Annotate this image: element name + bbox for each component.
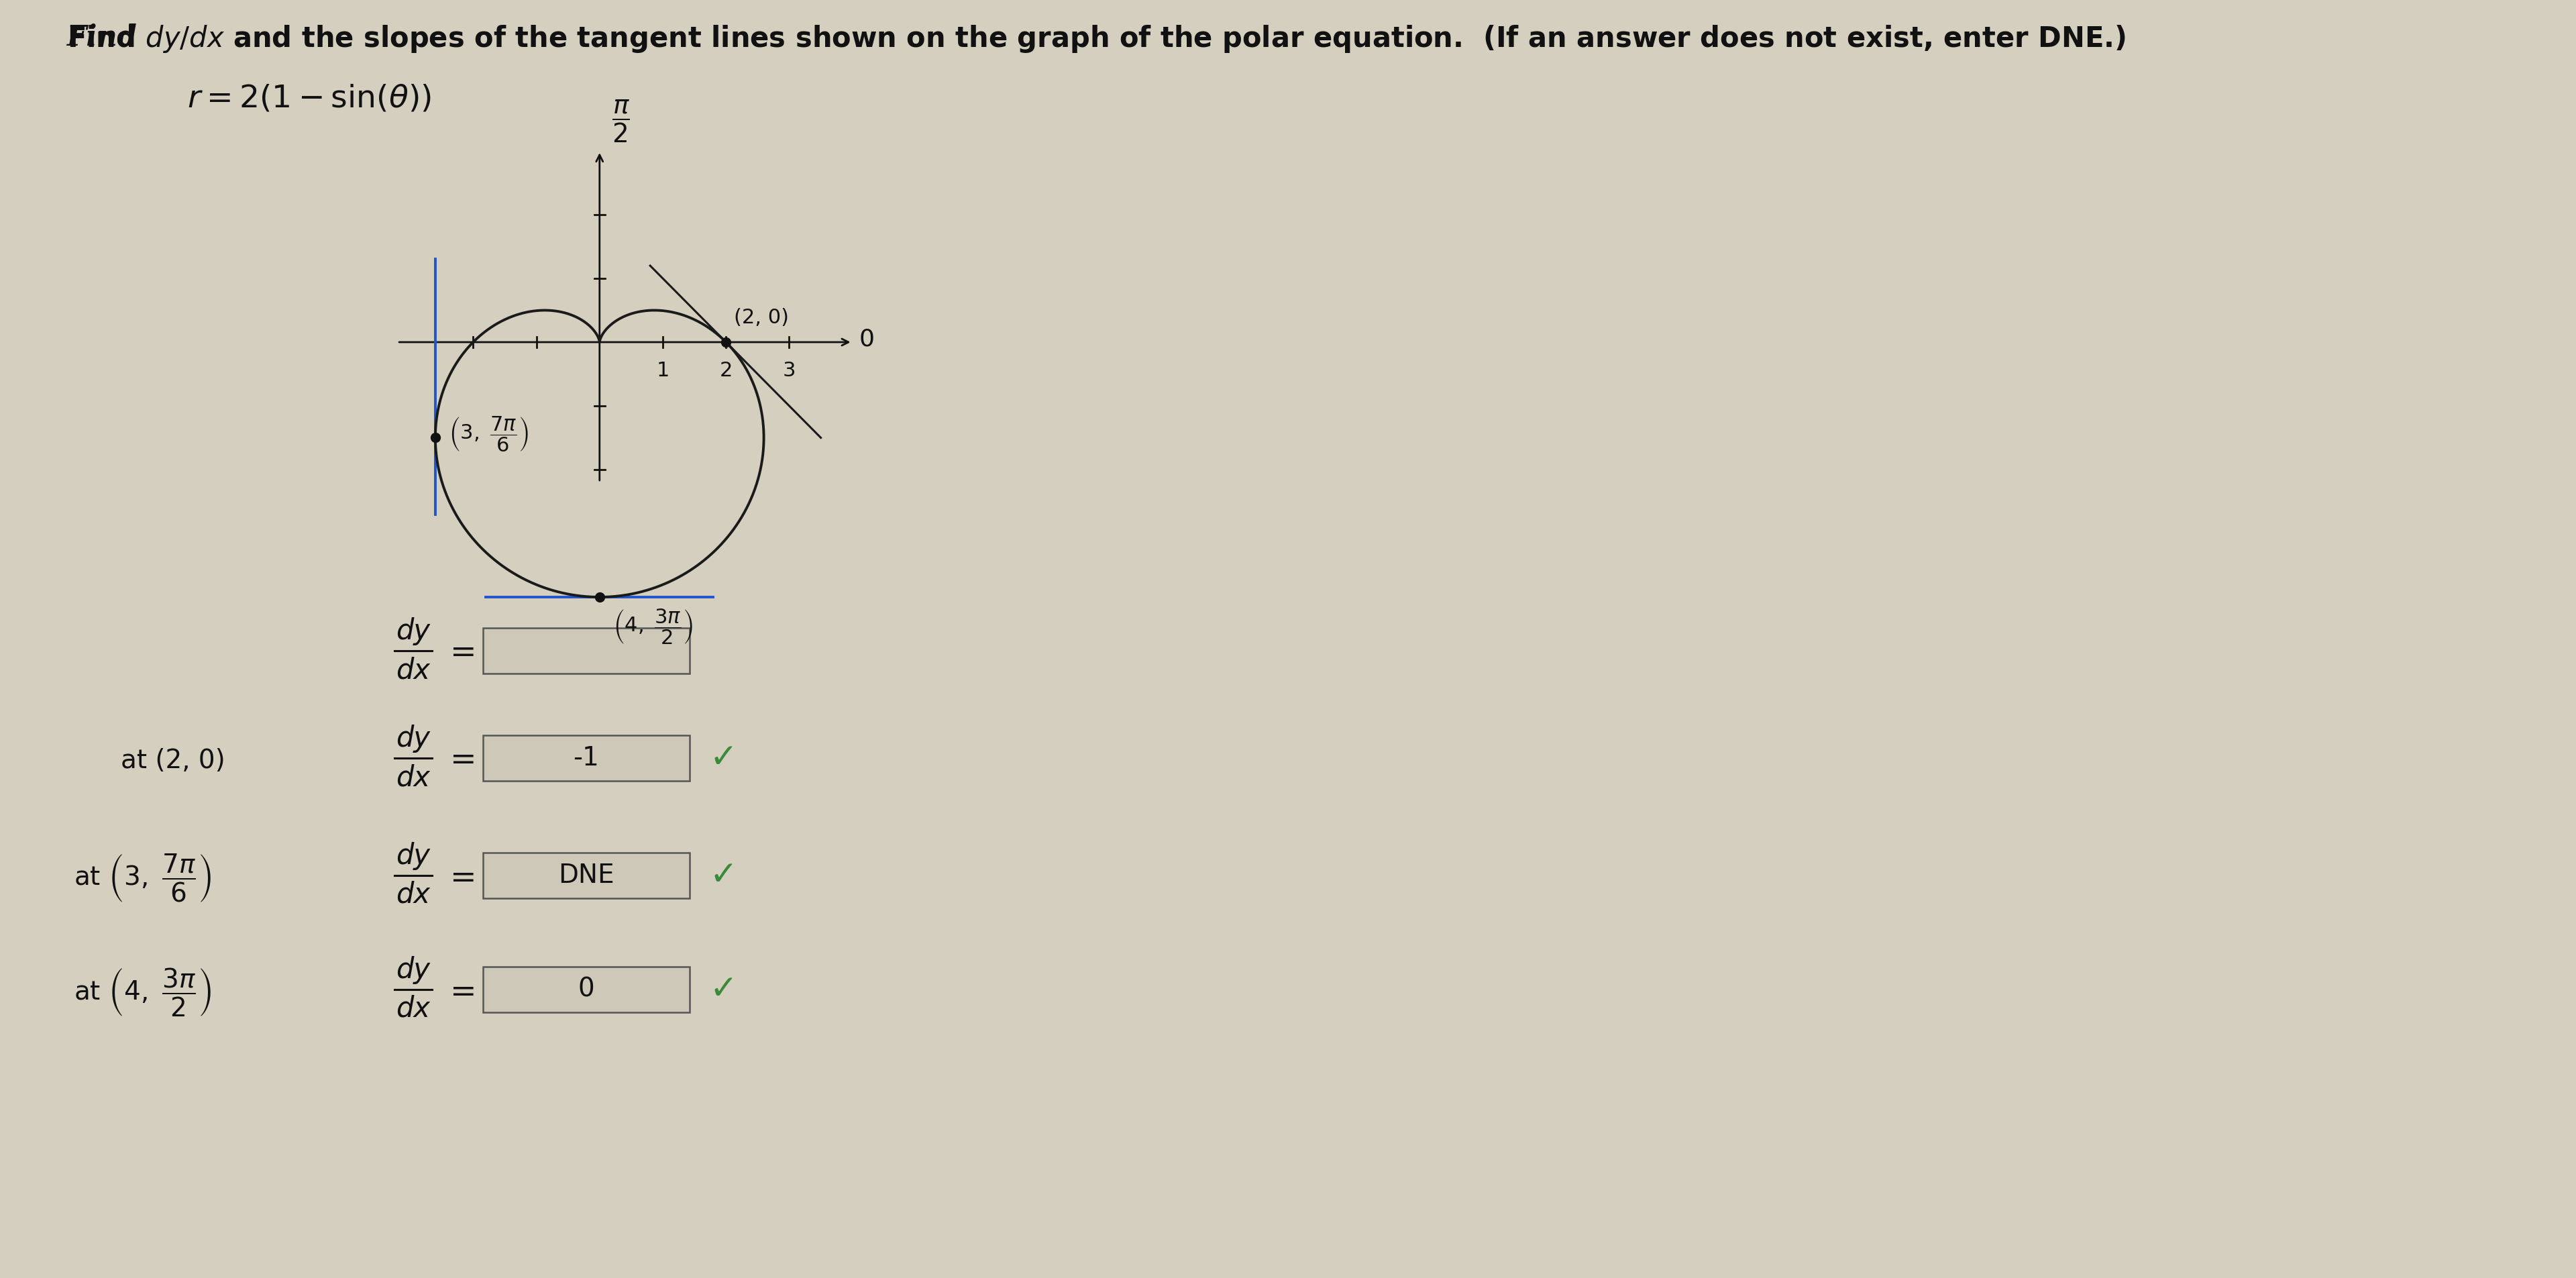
Text: at $\left(3,\ \dfrac{7\pi}{6}\right)$: at $\left(3,\ \dfrac{7\pi}{6}\right)$: [75, 852, 211, 904]
Text: dy: dy: [397, 956, 430, 984]
Text: 2: 2: [719, 360, 732, 381]
Text: dx: dx: [397, 994, 430, 1024]
Bar: [484, 627, 690, 674]
Text: $r = 2(1 - \sin(\theta))$: $r = 2(1 - \sin(\theta))$: [188, 84, 430, 114]
Text: 3: 3: [783, 360, 796, 381]
Text: -1: -1: [574, 745, 600, 771]
Text: dx: dx: [397, 763, 430, 791]
Bar: [484, 735, 690, 781]
Text: Find: Find: [67, 23, 147, 51]
Bar: [484, 966, 690, 1012]
Text: ✓: ✓: [708, 743, 737, 774]
Text: 0: 0: [858, 327, 873, 350]
Text: dx: dx: [397, 656, 430, 684]
Text: $\left(3,\ \dfrac{7\pi}{6}\right)$: $\left(3,\ \dfrac{7\pi}{6}\right)$: [448, 415, 528, 454]
Text: $\dfrac{\pi}{2}$: $\dfrac{\pi}{2}$: [611, 98, 629, 144]
Text: dy: dy: [397, 617, 430, 645]
Text: =: =: [451, 863, 477, 893]
Text: DNE: DNE: [559, 863, 613, 888]
Text: 0: 0: [577, 976, 595, 1002]
Text: ✓: ✓: [708, 974, 737, 1006]
Text: =: =: [451, 745, 477, 776]
Text: =: =: [451, 638, 477, 668]
Text: at (2, 0): at (2, 0): [121, 748, 224, 773]
Bar: [484, 852, 690, 898]
Text: Find $\mathit{dy/dx}$ and the slopes of the tangent lines shown on the graph of : Find $\mathit{dy/dx}$ and the slopes of …: [67, 23, 2125, 55]
Text: at $\left(4,\ \dfrac{3\pi}{2}\right)$: at $\left(4,\ \dfrac{3\pi}{2}\right)$: [75, 966, 211, 1019]
Text: (2, 0): (2, 0): [734, 308, 788, 327]
Text: ✓: ✓: [708, 859, 737, 892]
Text: 1: 1: [657, 360, 670, 381]
Text: dx: dx: [397, 881, 430, 909]
Text: dy: dy: [397, 842, 430, 870]
Text: $\left(4,\ \dfrac{3\pi}{2}\right)$: $\left(4,\ \dfrac{3\pi}{2}\right)$: [613, 607, 693, 645]
Text: =: =: [451, 978, 477, 1007]
Text: dy: dy: [397, 725, 430, 753]
